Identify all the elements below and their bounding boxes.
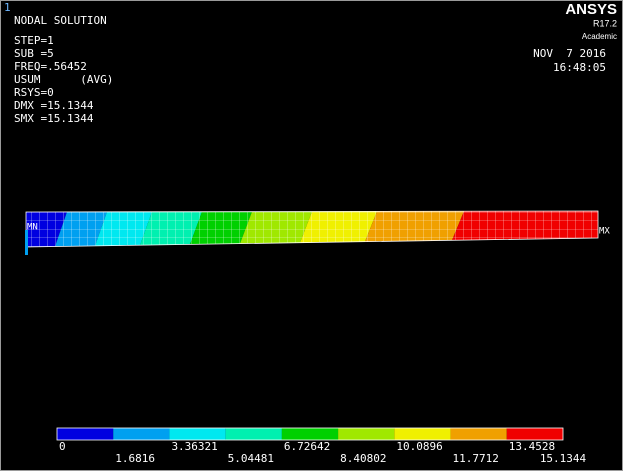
max-marker: MX xyxy=(599,227,610,237)
legend-outline xyxy=(56,427,564,441)
min-stub xyxy=(25,230,28,255)
legend-swatch xyxy=(225,428,282,440)
legend-label: 13.4528 xyxy=(509,440,555,453)
legend-label: 11.7712 xyxy=(453,452,499,465)
info-line: STEP=1 xyxy=(14,34,54,47)
legend-swatch xyxy=(113,428,170,440)
legend-label: 8.40802 xyxy=(340,452,386,465)
legend-label: 3.36321 xyxy=(171,440,217,453)
info-line: USUM (AVG) xyxy=(14,73,113,86)
legend-swatch xyxy=(281,428,339,440)
legend-label: 10.0896 xyxy=(396,440,442,453)
legend-swatch xyxy=(169,428,226,440)
logo: ANSYS xyxy=(565,1,617,18)
legend-swatch xyxy=(338,428,395,440)
legend-swatch xyxy=(506,428,563,440)
info-line: FREQ=.56452 xyxy=(14,60,87,73)
legend-label: 15.1344 xyxy=(540,452,587,465)
legend-label: 1.6816 xyxy=(115,452,155,465)
legend-label: 5.04481 xyxy=(228,452,274,465)
title: NODAL SOLUTION xyxy=(14,14,107,27)
time: 16:48:05 xyxy=(553,61,606,74)
legend-label: 6.72642 xyxy=(284,440,330,453)
legend-label: 0 xyxy=(59,440,66,453)
legend-swatch xyxy=(57,428,114,440)
beam-model xyxy=(25,210,599,255)
min-marker: MN xyxy=(27,223,38,233)
edition: Academic xyxy=(582,32,617,41)
info-line: SMX =15.1344 xyxy=(14,112,94,125)
window-number: 1 xyxy=(4,1,11,14)
legend: 0 1.6816 3.36321 5.04481 6.72642 8.40802 10.08… xyxy=(56,427,587,465)
info-line: SUB =5 xyxy=(14,47,54,60)
legend-swatch xyxy=(450,428,507,440)
version: R17.2 xyxy=(593,18,617,28)
date: NOV 7 2016 xyxy=(533,47,606,60)
info-line: DMX =15.1344 xyxy=(14,99,94,112)
info-line: RSYS=0 xyxy=(14,86,54,99)
legend-swatch xyxy=(394,428,451,440)
